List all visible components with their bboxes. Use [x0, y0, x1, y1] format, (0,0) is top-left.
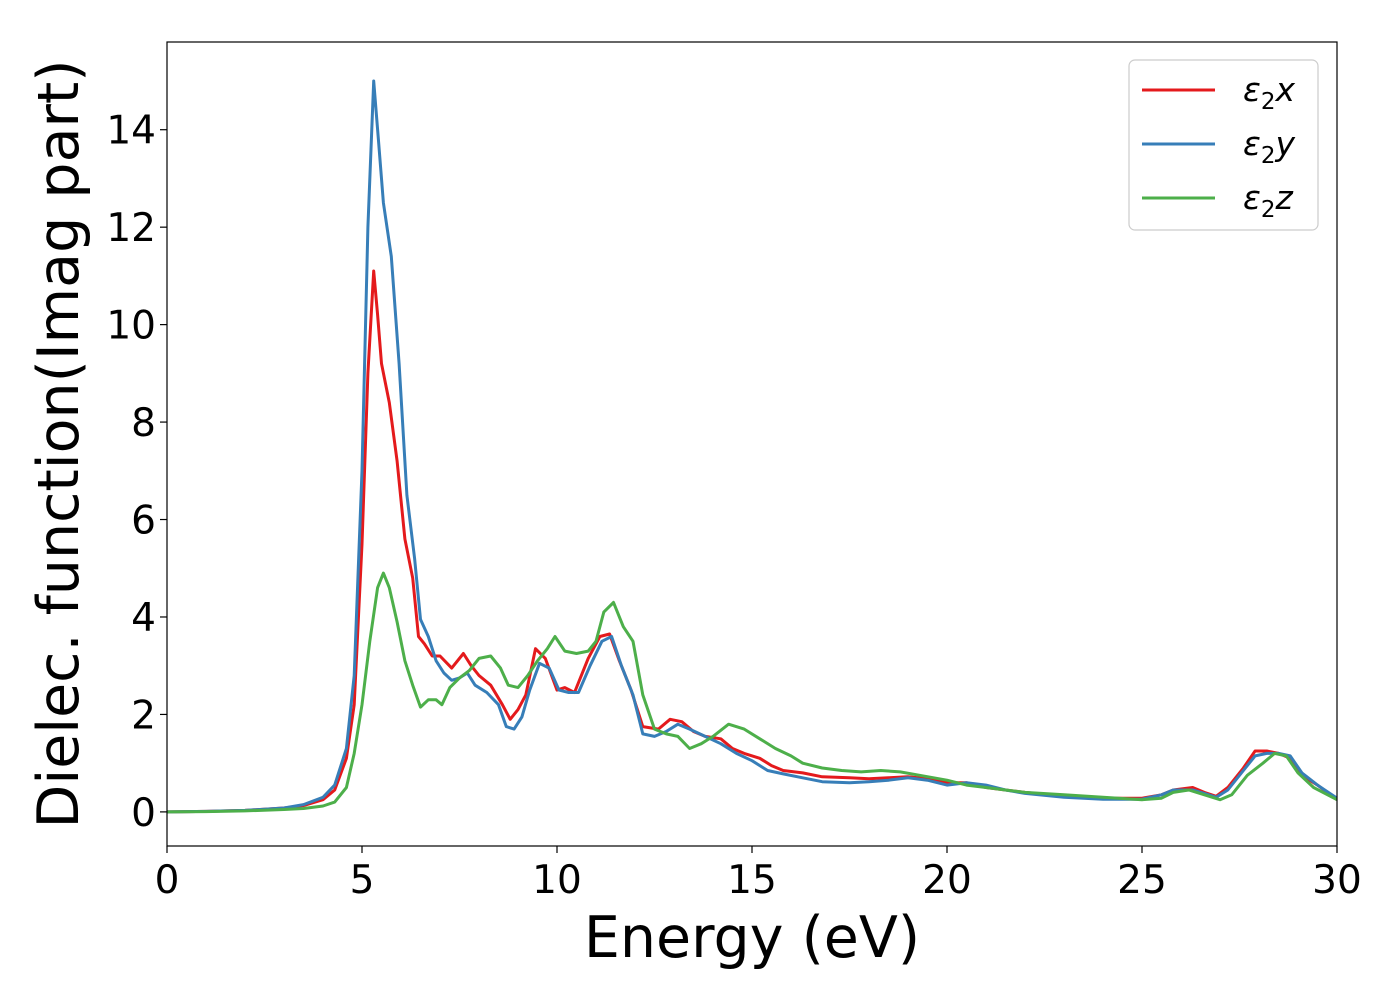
y-tick-label: 2: [131, 693, 156, 738]
y-axis-title: Dielec. function(Imag part): [26, 59, 92, 828]
x-tick-label: 30: [1312, 858, 1362, 903]
legend: ε2x ε2y ε2z: [1128, 59, 1319, 231]
x-tick-label: 15: [727, 858, 777, 903]
x-tick-label: 0: [155, 858, 180, 903]
legend-box: [1128, 59, 1319, 231]
y-tick-label: 12: [106, 206, 156, 251]
series-line-y: [167, 79, 1337, 814]
x-tick-label: 5: [350, 858, 375, 903]
x-axis-title: Energy (eV): [584, 905, 920, 971]
y-tick-label: 10: [106, 304, 156, 349]
y-tick-label: 4: [131, 596, 156, 641]
x-tick-label: 25: [1117, 858, 1167, 903]
legend-label-z: ε2z: [1243, 178, 1293, 223]
legend-label-y: ε2y: [1243, 124, 1295, 169]
axis-ticks: 0 5 10 15 20 25 30 0 2 4 6 8 10 12 14: [106, 109, 1361, 903]
x-tick-label: 10: [532, 858, 582, 903]
x-tick-label: 20: [922, 858, 972, 903]
y-tick-label: 6: [131, 499, 156, 544]
y-tick-label: 0: [131, 791, 156, 836]
series-line-z: [167, 571, 1337, 814]
y-tick-label: 14: [106, 109, 156, 154]
y-tick-label: 8: [131, 401, 156, 446]
series-lines: [167, 79, 1337, 814]
legend-label-x: ε2x: [1243, 70, 1295, 115]
